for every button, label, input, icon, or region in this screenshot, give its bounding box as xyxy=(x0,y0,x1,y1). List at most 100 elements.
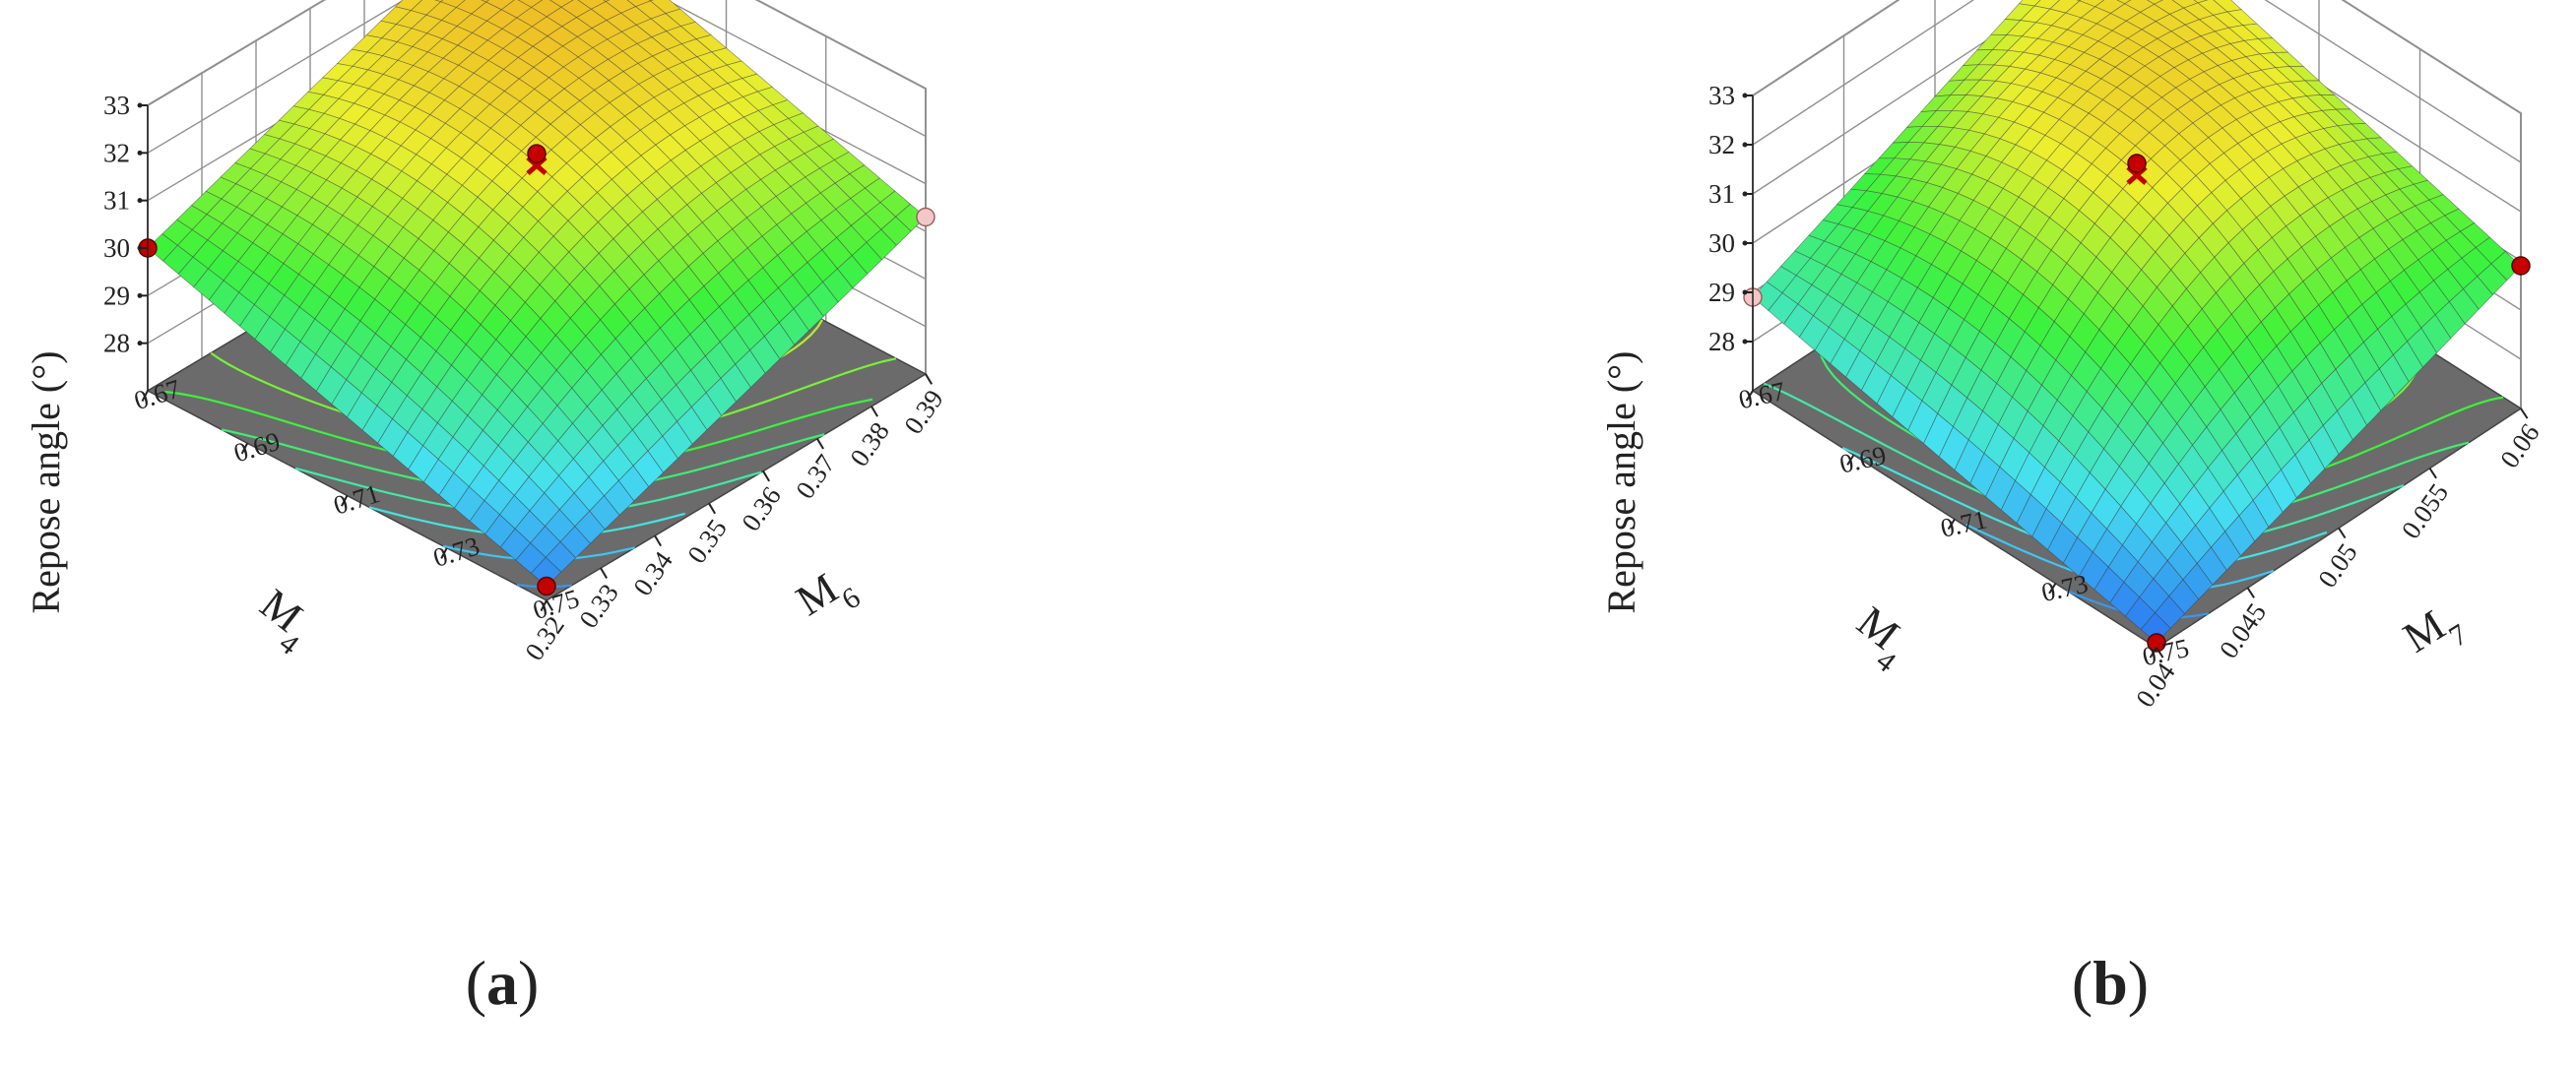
a-design-points xyxy=(138,144,935,596)
a-z-axis: 28 29 30 31 32 33 xyxy=(103,91,149,391)
b-y-tick-label: 0.05 xyxy=(2312,538,2363,594)
a-y-tick-label: 0.32 xyxy=(519,611,570,666)
b-z-tick-label: 29 xyxy=(1708,278,1735,307)
b-z-tick-label: 33 xyxy=(1708,81,1735,110)
b-design-point xyxy=(2511,256,2531,276)
a-z-tick-label: 30 xyxy=(103,233,130,263)
a-x-tick xyxy=(440,547,448,559)
a-y-tick-label: 0.38 xyxy=(844,416,895,471)
b-x-tick xyxy=(1745,390,1754,402)
a-caption-close: ) xyxy=(518,948,539,1018)
a-design-point xyxy=(916,207,935,227)
b-z-tick-label: 30 xyxy=(1708,228,1735,258)
a-y-tick-label: 0.37 xyxy=(790,449,841,504)
b-z-tick-dot xyxy=(1742,289,1748,295)
a-y-tick xyxy=(762,470,771,482)
b-surface xyxy=(1752,0,2522,644)
a-z-tick-dot xyxy=(137,292,143,298)
a-design-point xyxy=(527,144,547,163)
a-x-axis-label: M4 xyxy=(243,580,323,661)
a-surface-cell xyxy=(530,556,562,587)
b-z-tick-dot xyxy=(1742,339,1748,345)
b-y-tick xyxy=(2246,587,2255,598)
a-y-tick xyxy=(925,373,934,385)
chart-panel-b: 28 29 30 31 32 33 Repose angle (°) 0.67 0.69 0.71… xyxy=(1288,0,2576,1066)
a-surface xyxy=(147,0,927,587)
b-z-axis: 28 29 30 31 32 33 xyxy=(1708,81,1754,391)
b-y-tick xyxy=(2338,527,2347,539)
a-caption-letter: a xyxy=(486,948,518,1018)
a-z-tick-label: 31 xyxy=(103,186,130,216)
a-caption-open: ( xyxy=(466,948,486,1018)
a-y-axis-label: M6 xyxy=(788,556,866,637)
b-z-tick-dot xyxy=(1742,240,1748,246)
b-y-tick xyxy=(2156,647,2164,658)
a-x-tick-label: 0.67 xyxy=(131,374,184,416)
b-y-tick-label: 0.055 xyxy=(2396,478,2454,544)
b-x-tick xyxy=(1947,518,1956,531)
a-z-tick-label: 32 xyxy=(103,138,130,167)
a-z-tick-dot xyxy=(137,245,143,251)
a-y-tick-label: 0.35 xyxy=(681,514,733,569)
a-y-var-name: M xyxy=(788,564,846,625)
a-y-tick-label: 0.33 xyxy=(573,579,624,634)
b-design-point xyxy=(2147,633,2166,653)
a-x-tick xyxy=(341,495,349,507)
b-y-tick xyxy=(2520,408,2529,419)
a-z-tick-dot xyxy=(137,198,143,204)
b-x-tick xyxy=(2048,583,2057,595)
a-wall-hline xyxy=(147,0,927,154)
b-z-axis-label: Repose angle (°) xyxy=(1599,350,1643,613)
a-wall-hline xyxy=(147,0,927,106)
a-z-tick-dot xyxy=(137,341,143,346)
b-z-tick-label: 32 xyxy=(1708,130,1735,159)
a-x-tick xyxy=(141,390,149,403)
b-y-var-name: M xyxy=(2395,600,2453,661)
a-y-tick-label: 0.36 xyxy=(736,481,787,536)
b-z-tick-label: 28 xyxy=(1708,327,1735,356)
b-caption-letter: b xyxy=(2093,948,2128,1018)
b-y-tick-label: 0.045 xyxy=(2214,597,2272,663)
a-x-tick xyxy=(540,599,547,612)
a-z-tick-label: 28 xyxy=(103,329,130,358)
b-y-tick-label: 0.06 xyxy=(2494,418,2545,473)
a-y-tick xyxy=(708,502,717,515)
a-y-tick xyxy=(654,534,663,547)
b-z-tick-label: 31 xyxy=(1708,179,1735,209)
a-z-tick-label: 29 xyxy=(103,281,130,310)
a-y-tick xyxy=(870,406,879,417)
a-y-tick-label: 0.39 xyxy=(898,385,949,440)
b-x-tick xyxy=(2149,647,2157,658)
a-z-tick-dot xyxy=(137,102,143,108)
a-z-axis-label: Repose angle (°) xyxy=(24,350,68,613)
a-y-tick xyxy=(816,438,825,450)
a-y-tick xyxy=(546,599,554,611)
b-caption-open: ( xyxy=(2072,948,2093,1018)
a-y-tick-label: 0.34 xyxy=(627,545,678,600)
a-z-tick-dot xyxy=(137,150,143,156)
b-x-tick xyxy=(1846,454,1855,466)
b-caption-close: ) xyxy=(2128,948,2149,1018)
b-surface-cell xyxy=(2140,611,2171,644)
b-surface-cell xyxy=(2116,0,2132,5)
b-z-tick-dot xyxy=(1742,142,1748,148)
a-design-point xyxy=(537,576,556,596)
a-y-tick xyxy=(600,567,609,579)
b-wall-hline xyxy=(1752,0,2522,163)
b-y-axis-label: M7 xyxy=(2395,593,2473,673)
b-design-point xyxy=(2127,154,2147,173)
b-caption: (b) xyxy=(2072,948,2149,1018)
b-z-tick-dot xyxy=(1742,93,1748,98)
b-x-axis-label: M4 xyxy=(1840,597,1920,679)
a-z-tick-label: 33 xyxy=(103,91,130,120)
b-wall-hline xyxy=(1752,0,2522,213)
b-surface-cell xyxy=(2146,0,2163,5)
b-z-tick-dot xyxy=(1742,191,1748,197)
chart-panel-a: 28 29 30 31 32 33 Repose angle (°) 0.67 0.69 0.71… xyxy=(24,0,949,1018)
b-y-tick xyxy=(2428,468,2437,479)
a-x-tick xyxy=(240,442,249,455)
b-wall-hline xyxy=(1752,0,2522,114)
a-caption: (a) xyxy=(466,948,540,1018)
